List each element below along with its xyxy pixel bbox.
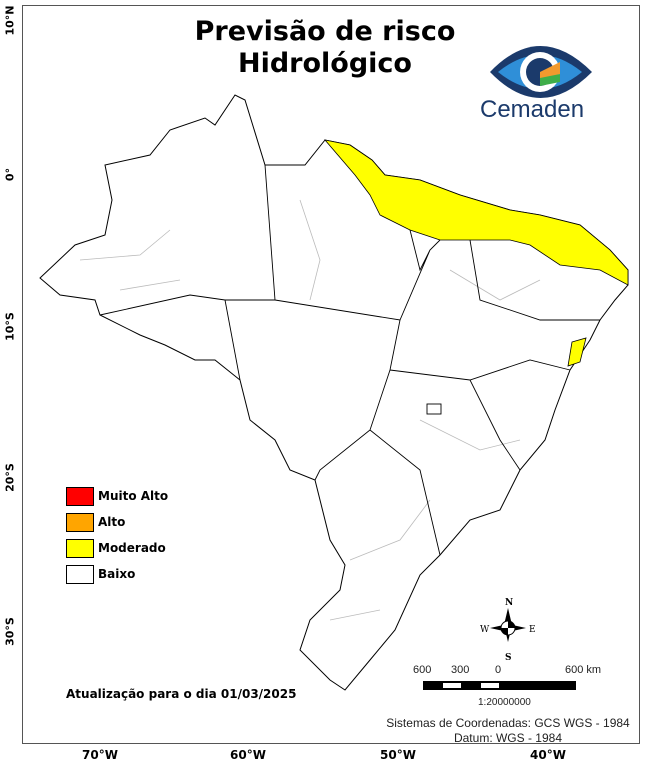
crs-text: Sistemas de Coordenadas: GCS WGS - 1984 [386,716,630,730]
legend-item: Alto [66,512,125,532]
scale-bar [423,681,576,690]
lon-label: 50°W [380,748,416,762]
lat-label: 10°N [3,5,17,36]
scale-label: 600 [413,664,432,676]
municipal-boundaries [79,199,541,621]
legend-label: Moderado [98,541,166,555]
compass-e: E [529,625,536,635]
title-line-1: Previsão de risco [194,16,456,47]
legend-swatch [66,486,94,506]
state-boundaries [99,164,600,556]
moderate-risk-east-coast [567,337,587,367]
compass-n: N [505,598,513,608]
datum-text: Datum: WGS - 1984 [453,731,563,745]
map-frame [22,5,640,744]
legend-item: Moderado [66,538,166,558]
lon-label: 70°W [82,748,118,762]
update-date: Atualização para o dia 01/03/2025 [66,687,297,701]
legend-item: Baixo [66,564,135,584]
cemaden-logo-text: Cemaden [480,96,585,123]
lat-label: 20°S [3,463,17,492]
legend-label: Baixo [98,567,136,581]
legend-label: Muito Alto [98,489,169,503]
scale-ratio: 1:20000000 [478,697,531,708]
compass-rose: N S E W [480,598,536,663]
lat-label: 0° [3,167,17,182]
lat-label: 10°S [3,312,17,341]
title-line-2: Hidrológico [238,48,412,79]
scale-label: 600 km [565,664,602,676]
compass-w: W [480,625,490,635]
lat-label: 30°S [3,617,17,646]
scale-label: 300 [451,664,470,676]
legend-swatch [66,538,94,558]
legend-swatch [66,564,94,584]
legend-swatch [66,512,94,532]
scale-label: 0 [495,664,502,676]
legend-item: Muito Alto [66,486,168,506]
lon-label: 40°W [530,748,566,762]
compass-s: S [505,653,512,663]
lon-label: 60°W [230,748,266,762]
brazil-outline [39,94,629,691]
moderate-risk-north-coast [323,139,629,286]
legend-label: Alto [98,515,126,529]
cemaden-logo-mark [490,46,592,98]
